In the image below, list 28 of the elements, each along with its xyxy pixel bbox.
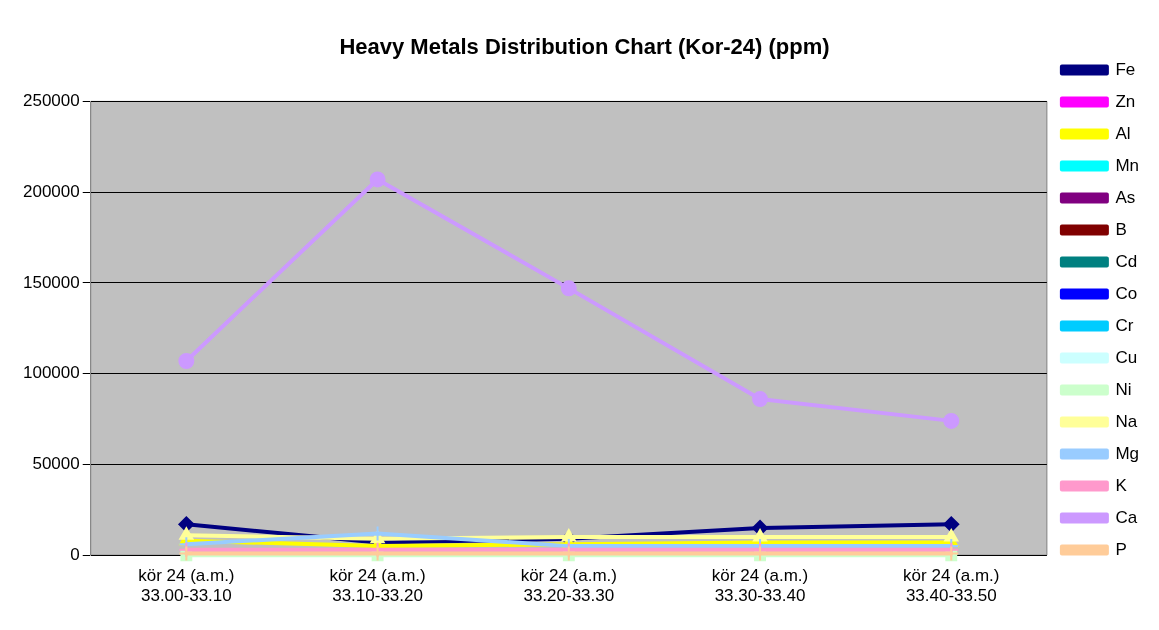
legend-label: As: [1115, 187, 1136, 207]
legend-label: B: [1115, 219, 1127, 239]
x-tick-label: kör 24 (a.m.) 33.40-33.50: [903, 566, 1000, 606]
legend-label: Cd: [1115, 251, 1138, 271]
legend-label: K: [1115, 475, 1128, 495]
legend-label: Na: [1115, 411, 1138, 431]
y-tick-label: 200000: [22, 181, 80, 201]
y-tick-label: 250000: [22, 91, 80, 111]
y-tick-label: 0: [70, 544, 80, 564]
legend-label: Cu: [1115, 347, 1138, 367]
y-tick-label: 150000: [22, 272, 80, 292]
legend-label: P: [1115, 539, 1127, 559]
legend-label: Mn: [1115, 155, 1140, 175]
chart-title: Heavy Metals Distribution Chart (Kor-24) (ppm): [339, 34, 830, 60]
x-tick-label: kör 24 (a.m.) 33.30-33.40: [711, 566, 809, 606]
legend-label: Zn: [1115, 91, 1136, 111]
legend-label: Ni: [1115, 379, 1132, 399]
legend-label: Fe: [1115, 59, 1136, 79]
legend-label: Co: [1115, 283, 1138, 303]
legend-label: Al: [1115, 123, 1131, 143]
y-tick-label: 100000: [22, 363, 80, 383]
y-tick-label: 50000: [32, 454, 80, 474]
legend-label: Mg: [1115, 443, 1140, 463]
x-tick-label: kör 24 (a.m.) 33.10-33.20: [329, 566, 426, 606]
x-tick-label: kör 24 (a.m.) 33.20-33.30: [520, 566, 617, 606]
legend-label: Cr: [1115, 315, 1134, 335]
x-tick-label: kör 24 (a.m.) 33.00-33.10: [138, 566, 235, 606]
legend-label: Ca: [1115, 507, 1138, 527]
